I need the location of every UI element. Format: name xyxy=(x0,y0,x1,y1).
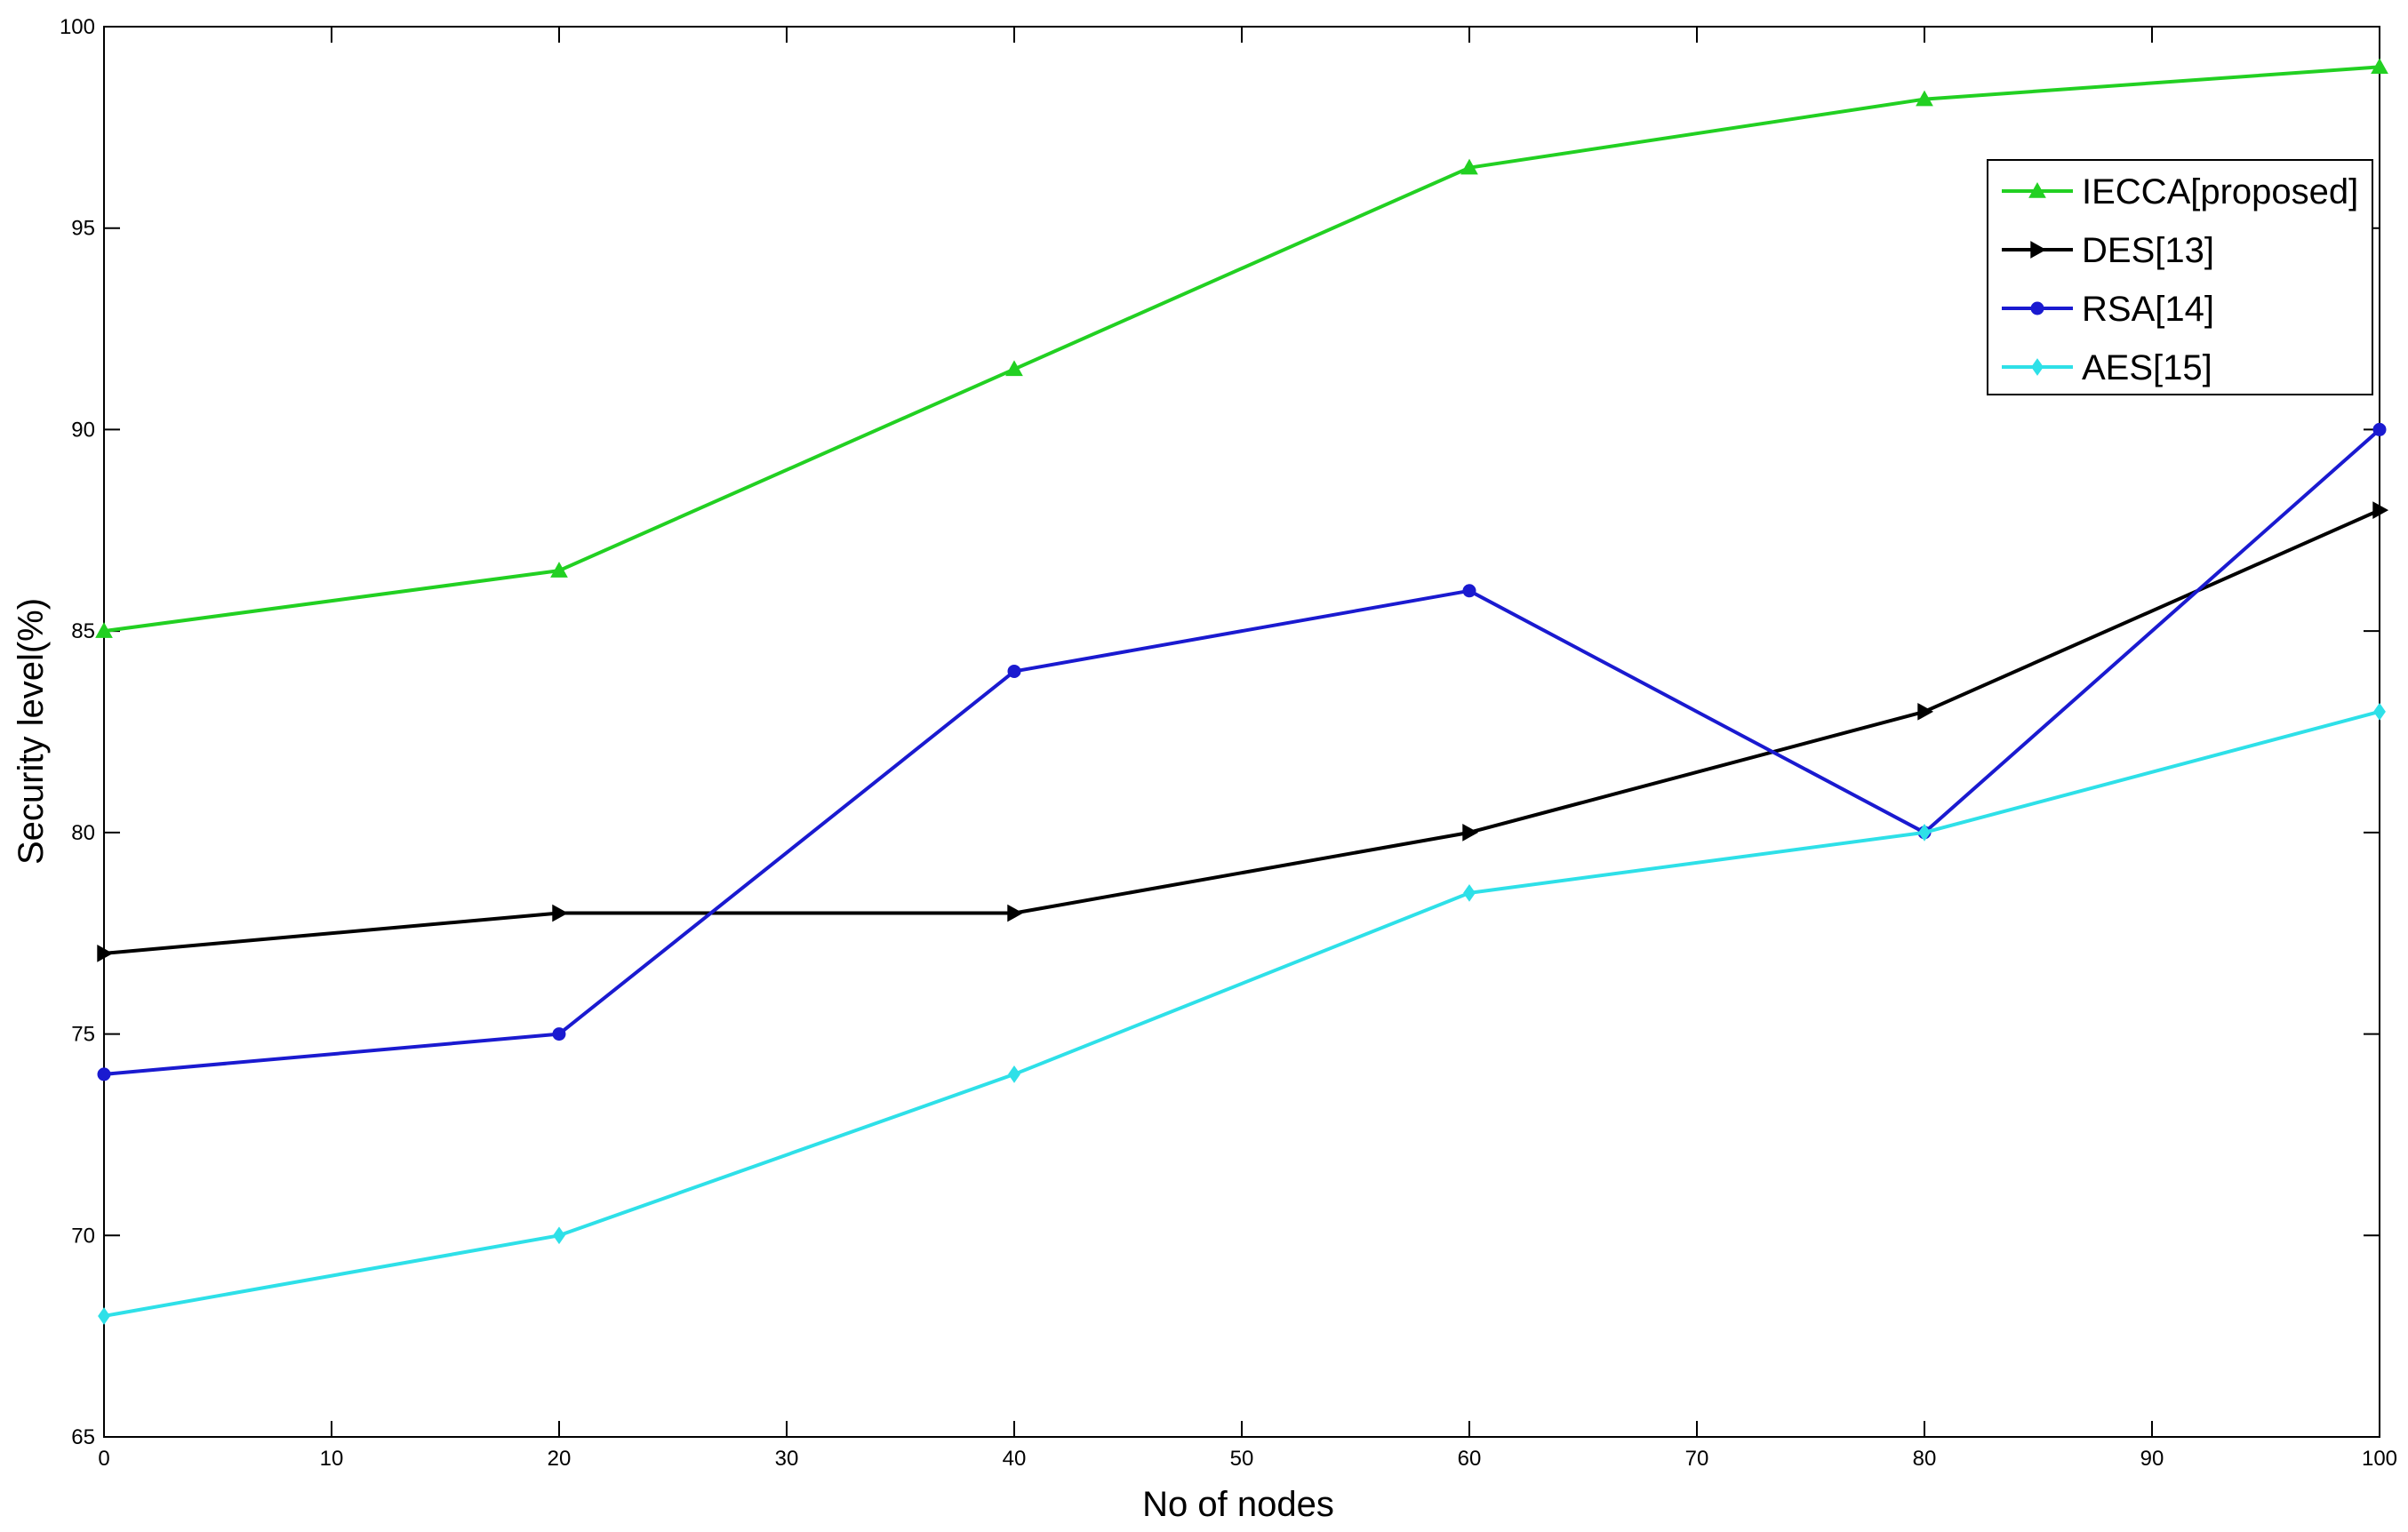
data-point xyxy=(553,1226,565,1245)
legend-item: AES[15] xyxy=(2002,348,2212,387)
legend-item: IECCA[proposed] xyxy=(2002,172,2358,211)
legend-item: RSA[14] xyxy=(2002,290,2214,329)
data-point xyxy=(552,904,569,922)
legend-marker xyxy=(2030,241,2047,259)
data-point xyxy=(98,1307,110,1325)
legend-label: IECCA[proposed] xyxy=(2082,172,2358,211)
data-point xyxy=(2372,422,2387,436)
legend: IECCA[proposed] DES[13] RSA[14] AES[15] xyxy=(1987,159,2373,395)
y-axis-title: Security level(%) xyxy=(12,598,51,865)
x-tick-label: 80 xyxy=(1913,1447,1937,1471)
data-point xyxy=(95,622,113,638)
data-point xyxy=(2372,501,2389,519)
legend-label: AES[15] xyxy=(2082,348,2212,387)
x-tick-label: 0 xyxy=(98,1447,109,1471)
data-point xyxy=(97,945,114,962)
series-1 xyxy=(97,501,2389,962)
series-line xyxy=(103,427,2381,1076)
x-tick-label: 20 xyxy=(548,1447,572,1471)
series-layer xyxy=(95,58,2389,1325)
y-tick-label: 100 xyxy=(60,15,95,39)
x-tick-label: 60 xyxy=(1458,1447,1482,1471)
data-point xyxy=(2373,702,2386,721)
series-0 xyxy=(95,58,2388,638)
y-tick-label: 95 xyxy=(71,217,95,241)
data-point xyxy=(97,1067,111,1081)
data-point xyxy=(1007,904,1024,922)
data-point xyxy=(1005,360,1023,377)
series-line xyxy=(103,508,2380,955)
x-tick-label: 30 xyxy=(775,1447,799,1471)
y-tick-label: 80 xyxy=(71,821,95,845)
x-tick-label: 100 xyxy=(2362,1447,2397,1471)
data-point xyxy=(1918,823,1931,842)
y-tick-label: 75 xyxy=(71,1023,95,1047)
x-tick-label: 50 xyxy=(1230,1447,1254,1471)
x-tick-label: 40 xyxy=(1003,1447,1027,1471)
x-tick-label: 70 xyxy=(1685,1447,1709,1471)
legend-label: RSA[14] xyxy=(2082,290,2214,329)
data-point xyxy=(1460,158,1478,175)
data-point xyxy=(550,562,568,578)
legend-marker xyxy=(2031,358,2044,376)
data-point xyxy=(2371,58,2388,75)
legend-item: DES[13] xyxy=(2002,231,2214,270)
x-axis-title: No of nodes xyxy=(1142,1485,1334,1524)
data-point xyxy=(552,1027,566,1041)
legend-marker xyxy=(2028,181,2046,198)
series-3 xyxy=(98,702,2386,1325)
legend-marker xyxy=(2030,301,2044,315)
y-tick-label: 70 xyxy=(71,1224,95,1248)
data-point xyxy=(1916,90,1933,107)
legend-entries: IECCA[proposed] DES[13] RSA[14] AES[15] xyxy=(2002,172,2358,387)
series-line xyxy=(103,709,2380,1318)
data-point xyxy=(1008,1065,1020,1083)
x-tick-label: 10 xyxy=(320,1447,344,1471)
y-tick-label: 90 xyxy=(71,418,95,442)
data-point xyxy=(1917,702,1934,721)
legend-box xyxy=(1987,159,2373,395)
data-point xyxy=(1462,824,1479,842)
y-tick-label: 65 xyxy=(71,1425,95,1449)
data-point xyxy=(1462,584,1476,598)
legend-label: DES[13] xyxy=(2082,231,2214,270)
y-tick-label: 85 xyxy=(71,619,95,643)
x-tick-label: 90 xyxy=(2140,1447,2164,1471)
data-point xyxy=(1007,664,1021,678)
x-axis: 0 10 20 30 40 50 60 70 80 90 100 xyxy=(98,27,2397,1471)
series-line xyxy=(103,65,2380,634)
data-point xyxy=(1463,883,1476,902)
y-axis: 65 70 75 80 85 90 95 100 xyxy=(60,15,2380,1449)
